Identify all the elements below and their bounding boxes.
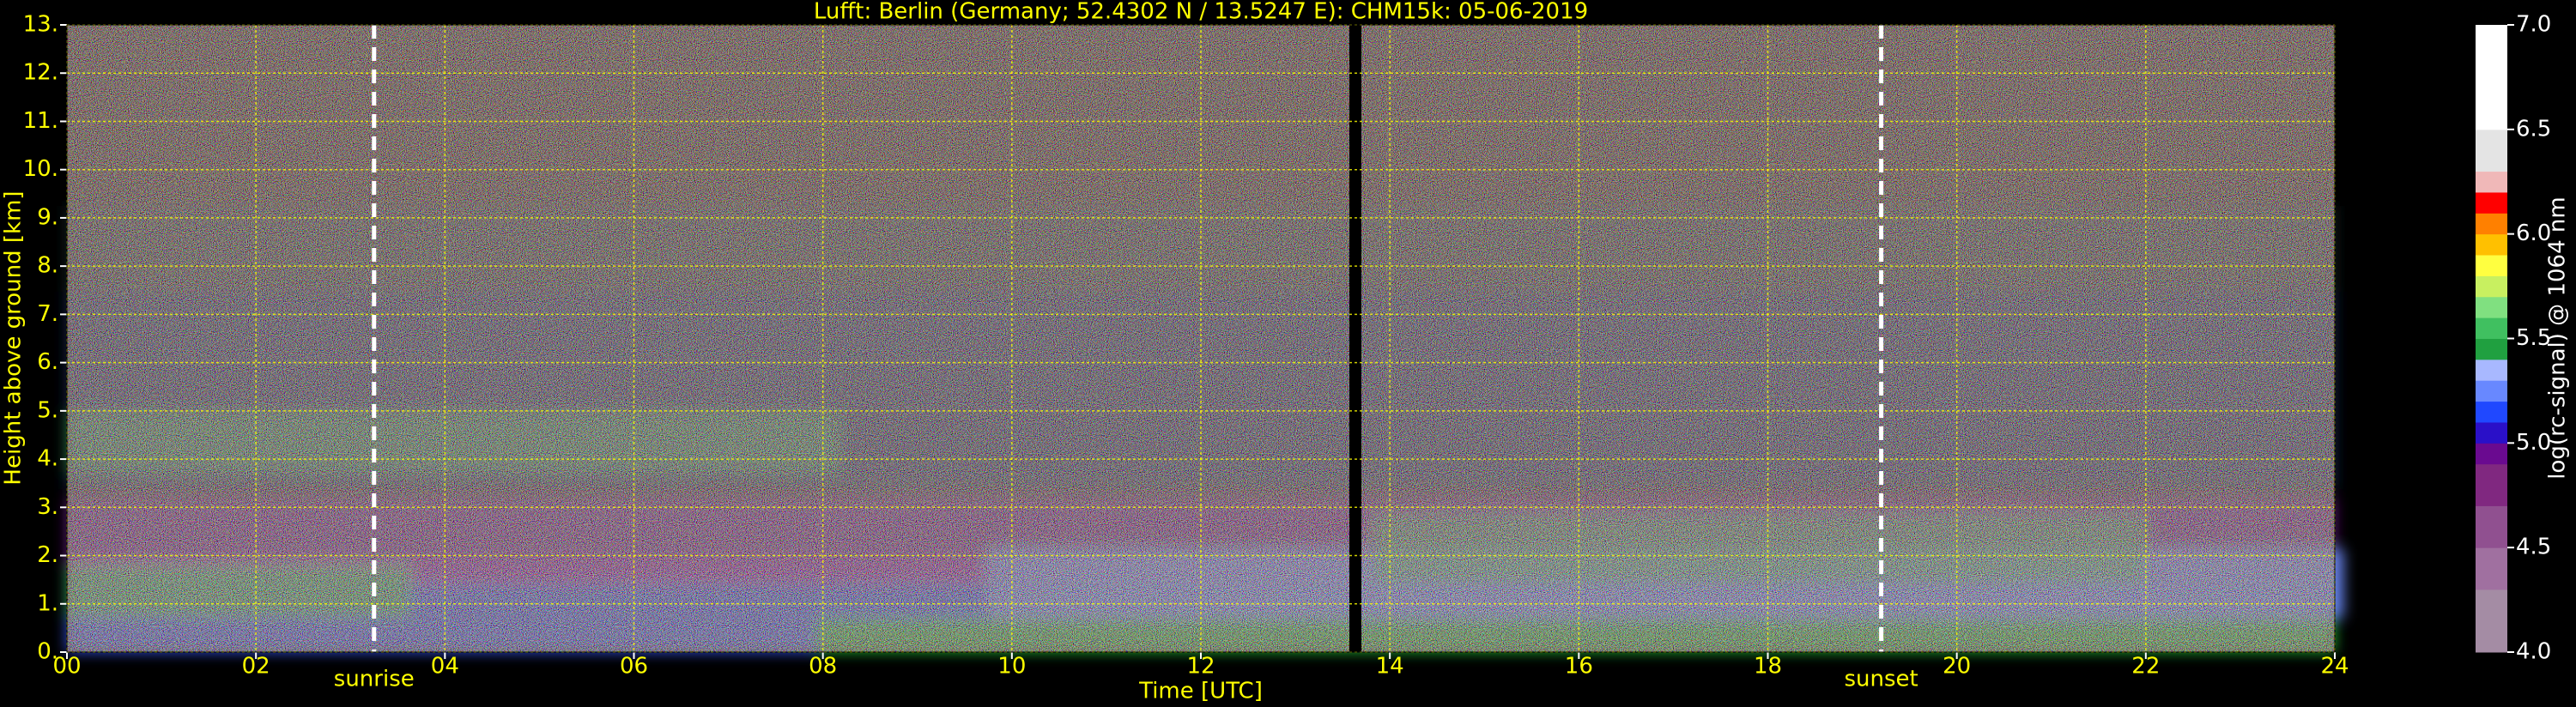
colorbar-segment [2476,233,2507,256]
y-tick-label: 1. [37,590,58,616]
x-tick-label: 06 [620,654,648,680]
y-tick-label: 13. [23,12,58,38]
colorbar-segment [2476,485,2507,506]
colorbar-segment [2476,589,2507,611]
colorbar-segment [2476,380,2507,402]
colorbar-segment [2476,401,2507,423]
colorbar-segment [2476,171,2507,193]
y-tick-label: 12. [23,60,58,86]
colorbar-segment [2476,610,2507,632]
x-tick-label: 24 [2320,654,2349,680]
colorbar-segment [2476,108,2507,130]
annotation-label: sunset [1844,667,1918,692]
annotation-label: sunrise [334,667,415,692]
colorbar-segment [2476,338,2507,360]
y-tick-label: 2. [37,542,58,568]
colorbar-label: log(rc-signal) @ 1064 nm [2545,196,2571,479]
colorbar-segment [2476,463,2507,486]
y-tick-label: 8. [37,253,58,279]
x-tick-label: 00 [52,654,81,680]
colorbar-segment [2476,631,2507,653]
colorbar-segment [2476,275,2507,298]
y-tick-label: 5. [37,397,58,423]
colorbar-segment [2476,317,2507,339]
colorbar-tick-label: 7.0 [2516,12,2551,38]
y-tick-label: 3. [37,494,58,520]
colorbar-segment [2476,66,2507,88]
x-tick-label: 12 [1186,654,1215,680]
y-tick-label: 11. [23,108,58,134]
colorbar-segment [2476,359,2507,381]
colorbar-segment [2476,255,2507,276]
x-tick-label: 20 [1943,654,1971,680]
colorbar-segment [2476,88,2507,109]
x-axis-label: Time [UTC] [1138,679,1263,704]
colorbar-tick-label: 5.0 [2516,430,2551,456]
colorbar-segment [2476,505,2507,528]
x-tick-label: 10 [997,654,1026,680]
x-tick-label: 02 [242,654,270,680]
x-tick-label: 08 [809,654,837,680]
chart-title: Lufft: Berlin (Germany; 52.4302 N / 13.5… [814,0,1588,25]
x-tick-label: 18 [1754,654,1782,680]
x-tick-label: 16 [1565,654,1593,680]
colorbar-segment [2476,150,2507,172]
y-tick-label: 10. [23,156,58,182]
y-tick-label: 6. [37,349,58,375]
heatmap-image [67,25,2343,652]
colorbar-segment [2476,547,2507,570]
y-tick-label: 0. [37,639,58,665]
y-tick-label: 7. [37,301,58,327]
x-tick-label: 22 [2131,654,2160,680]
colorbar-tick-label: 6.5 [2516,116,2551,142]
y-tick-label: 4. [37,446,58,472]
colorbar-segment [2476,526,2507,548]
colorbar-segment [2476,191,2507,214]
plot-frame [66,24,2336,653]
x-tick-label: 04 [431,654,459,680]
colorbar-tick-label: 6.0 [2516,221,2551,246]
x-tick-label: 14 [1376,654,1404,680]
colorbar-segment [2476,421,2507,444]
colorbar-segment [2476,25,2507,46]
colorbar-segment [2476,568,2507,590]
colorbar-segment [2476,129,2507,151]
colorbar-segment [2476,45,2507,68]
y-axis-label: Height above ground [km] [1,190,27,485]
colorbar-segment [2476,443,2507,465]
colorbar-tick-label: 4.0 [2516,639,2551,665]
colorbar-tick-label: 5.5 [2516,325,2551,351]
colorbar-segment [2476,213,2507,235]
colorbar-tick-label: 4.5 [2516,535,2551,560]
colorbar-segment [2476,296,2507,318]
y-tick-label: 9. [37,204,58,230]
colorbar: log(rc-signal) @ 1064 nm 4.0 4.5 5.0 5.5 6.0… [2476,12,2571,665]
